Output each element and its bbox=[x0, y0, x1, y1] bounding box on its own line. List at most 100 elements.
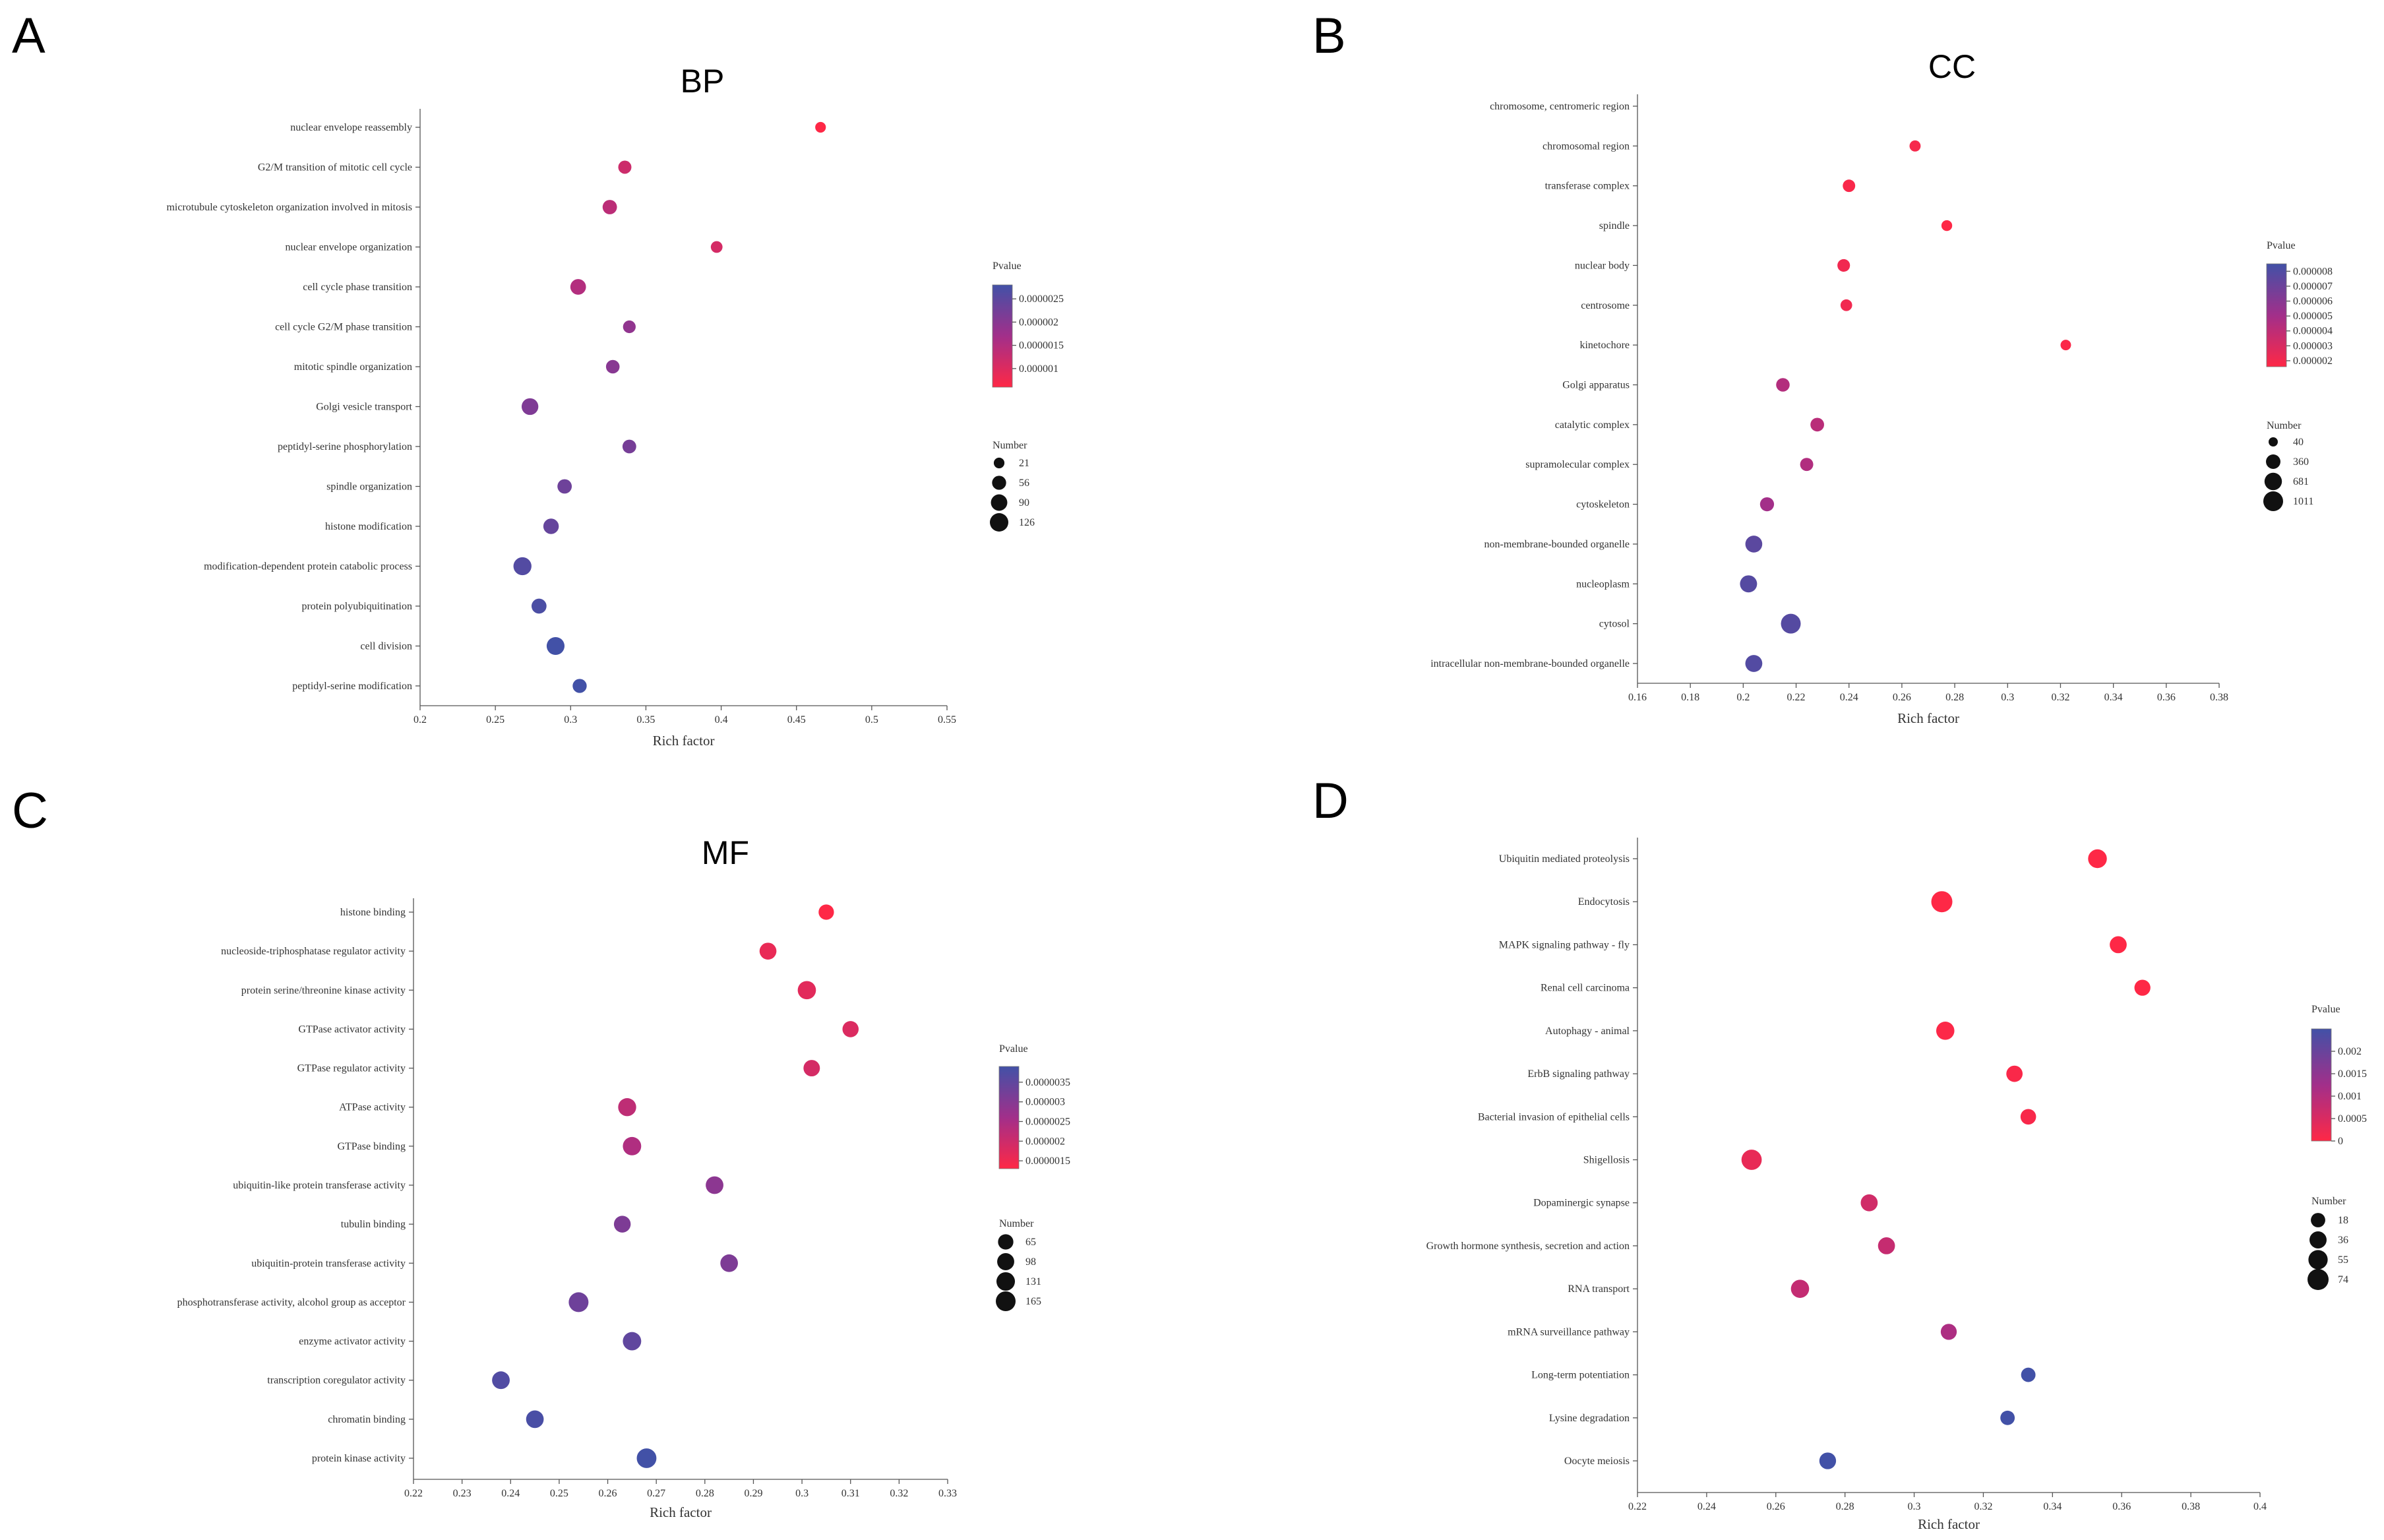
colorbar-tick-label: 0.002 bbox=[2338, 1046, 2362, 1057]
x-tick-label: 0.25 bbox=[486, 714, 504, 725]
size-legend-marker bbox=[996, 1291, 1016, 1311]
pvalue-colorbar bbox=[993, 285, 1012, 387]
y-tick-label: mitotic spindle organization bbox=[294, 361, 412, 373]
data-point bbox=[1740, 575, 1757, 593]
data-point bbox=[2006, 1065, 2023, 1082]
x-tick-label: 0.2 bbox=[1736, 692, 1750, 703]
pvalue-legend-title: Pvalue bbox=[999, 1043, 1028, 1055]
colorbar-tick-label: 0.001 bbox=[2338, 1091, 2362, 1102]
y-tick-label: histone modification bbox=[325, 521, 412, 532]
y-tick-label: cell cycle phase transition bbox=[303, 282, 412, 293]
y-tick-label: Growth hormone synthesis, secretion and … bbox=[1426, 1241, 1630, 1252]
data-point bbox=[1837, 259, 1850, 272]
data-point bbox=[623, 320, 636, 334]
y-tick-label: Golgi vesicle transport bbox=[316, 402, 412, 413]
chart-panel-b: CC chromosome, centromeric region chromoso… bbox=[1430, 48, 2333, 726]
x-tick-label: 0.28 bbox=[696, 1488, 714, 1499]
colorbar-tick-label: 0.000003 bbox=[1025, 1097, 1065, 1108]
size-legend-label: 55 bbox=[2338, 1254, 2348, 1266]
y-tick-label: histone binding bbox=[340, 907, 406, 918]
data-point bbox=[572, 679, 587, 693]
y-tick-label: Golgi apparatus bbox=[1562, 380, 1630, 391]
y-tick-label: nuclear envelope reassembly bbox=[290, 122, 412, 133]
data-point bbox=[1878, 1237, 1895, 1254]
size-legend-marker bbox=[2308, 1250, 2328, 1270]
pvalue-legend-title: Pvalue bbox=[2311, 1004, 2340, 1015]
y-tick-label: GTPase binding bbox=[337, 1141, 406, 1152]
data-point bbox=[513, 557, 532, 576]
x-tick-label: 0.34 bbox=[2104, 692, 2123, 703]
x-tick-label: 0.36 bbox=[2157, 692, 2176, 703]
pvalue-legend-title: Pvalue bbox=[993, 261, 1022, 272]
colorbar-tick-label: 0.0000025 bbox=[1019, 293, 1064, 305]
size-legend-marker bbox=[2263, 491, 2283, 511]
pvalue-legend-title: Pvalue bbox=[2267, 240, 2296, 251]
panel-letter-c: C bbox=[12, 783, 48, 839]
x-tick-label: 0.24 bbox=[1840, 692, 1858, 703]
data-point bbox=[1840, 299, 1852, 311]
x-tick-label: 0.4 bbox=[2253, 1501, 2267, 1512]
x-tick-label: 0.38 bbox=[2210, 692, 2228, 703]
chart-panel-a: BP nuclear envelope reassembly G2/M transi… bbox=[166, 63, 1064, 749]
x-tick-label: 0.22 bbox=[404, 1488, 423, 1499]
colorbar-tick-label: 0.000007 bbox=[2293, 281, 2333, 292]
colorbar-tick-label: 0 bbox=[2338, 1136, 2343, 1147]
x-tick-label: 0.28 bbox=[1836, 1501, 1854, 1512]
size-legend-label: 36 bbox=[2338, 1235, 2348, 1246]
size-legend-marker bbox=[990, 513, 1008, 532]
data-point bbox=[492, 1371, 510, 1390]
size-legend-marker bbox=[2309, 1231, 2327, 1248]
y-tick-label: chromatin binding bbox=[328, 1414, 406, 1425]
x-tick-label: 0.22 bbox=[1787, 692, 1806, 703]
pvalue-colorbar bbox=[2267, 264, 2286, 367]
y-tick-label: Renal cell carcinoma bbox=[1541, 983, 1630, 994]
colorbar-tick-label: 0.000006 bbox=[2293, 296, 2333, 307]
x-axis-title: Rich factor bbox=[653, 733, 715, 749]
data-point bbox=[636, 1448, 657, 1468]
y-tick-label: tubulin binding bbox=[341, 1219, 406, 1230]
data-point bbox=[1810, 417, 1824, 432]
y-tick-label: Shigellosis bbox=[1583, 1155, 1630, 1166]
size-legend-label: 126 bbox=[1019, 517, 1035, 528]
x-tick-label: 0.22 bbox=[1628, 1501, 1647, 1512]
x-tick-label: 0.5 bbox=[865, 714, 878, 725]
size-legend-marker bbox=[2311, 1213, 2325, 1227]
data-point bbox=[815, 121, 826, 133]
x-tick-label: 0.3 bbox=[795, 1488, 809, 1499]
data-point bbox=[623, 1332, 642, 1351]
size-legend-marker bbox=[998, 1234, 1014, 1250]
y-tick-label: transferase complex bbox=[1545, 181, 1630, 192]
size-legend-marker bbox=[991, 494, 1008, 511]
y-tick-label: Lysine degradation bbox=[1549, 1413, 1630, 1424]
panel-letter-b: B bbox=[1312, 8, 1346, 64]
data-point bbox=[1741, 1150, 1762, 1170]
size-legend-label: 681 bbox=[2293, 476, 2309, 487]
data-point bbox=[531, 598, 547, 614]
panel-letter-a: A bbox=[12, 8, 46, 64]
y-tick-label: protein serine/threonine kinase activity bbox=[241, 985, 406, 996]
y-tick-label: centrosome bbox=[1581, 300, 1630, 311]
data-point bbox=[1940, 1324, 1957, 1340]
data-point bbox=[759, 942, 777, 960]
x-tick-label: 0.25 bbox=[550, 1488, 568, 1499]
chart-panel-c: MF histone binding nucleoside-triphosphata… bbox=[177, 834, 1070, 1520]
data-point bbox=[720, 1254, 738, 1272]
chart-title: MF bbox=[702, 834, 749, 871]
size-legend-marker bbox=[996, 1272, 1016, 1291]
data-point bbox=[1759, 497, 1775, 512]
y-tick-label: kinetochore bbox=[1579, 340, 1630, 351]
data-point bbox=[1936, 1022, 1955, 1040]
x-tick-label: 0.2 bbox=[413, 714, 427, 725]
y-tick-label: ubiquitin-like protein transferase activ… bbox=[233, 1180, 406, 1191]
size-legend-title: Number bbox=[993, 440, 1027, 451]
data-point bbox=[557, 479, 572, 494]
x-axis-title: Rich factor bbox=[650, 1504, 712, 1520]
x-tick-label: 0.3 bbox=[1908, 1501, 1921, 1512]
colorbar-tick-label: 0.0005 bbox=[2338, 1113, 2367, 1124]
size-legend-label: 18 bbox=[2338, 1215, 2348, 1226]
size-legend-marker bbox=[2264, 472, 2282, 491]
size-legend-title: Number bbox=[999, 1218, 1034, 1229]
colorbar-tick-label: 0.000005 bbox=[2293, 311, 2333, 322]
x-axis-title: Rich factor bbox=[1897, 710, 1959, 726]
